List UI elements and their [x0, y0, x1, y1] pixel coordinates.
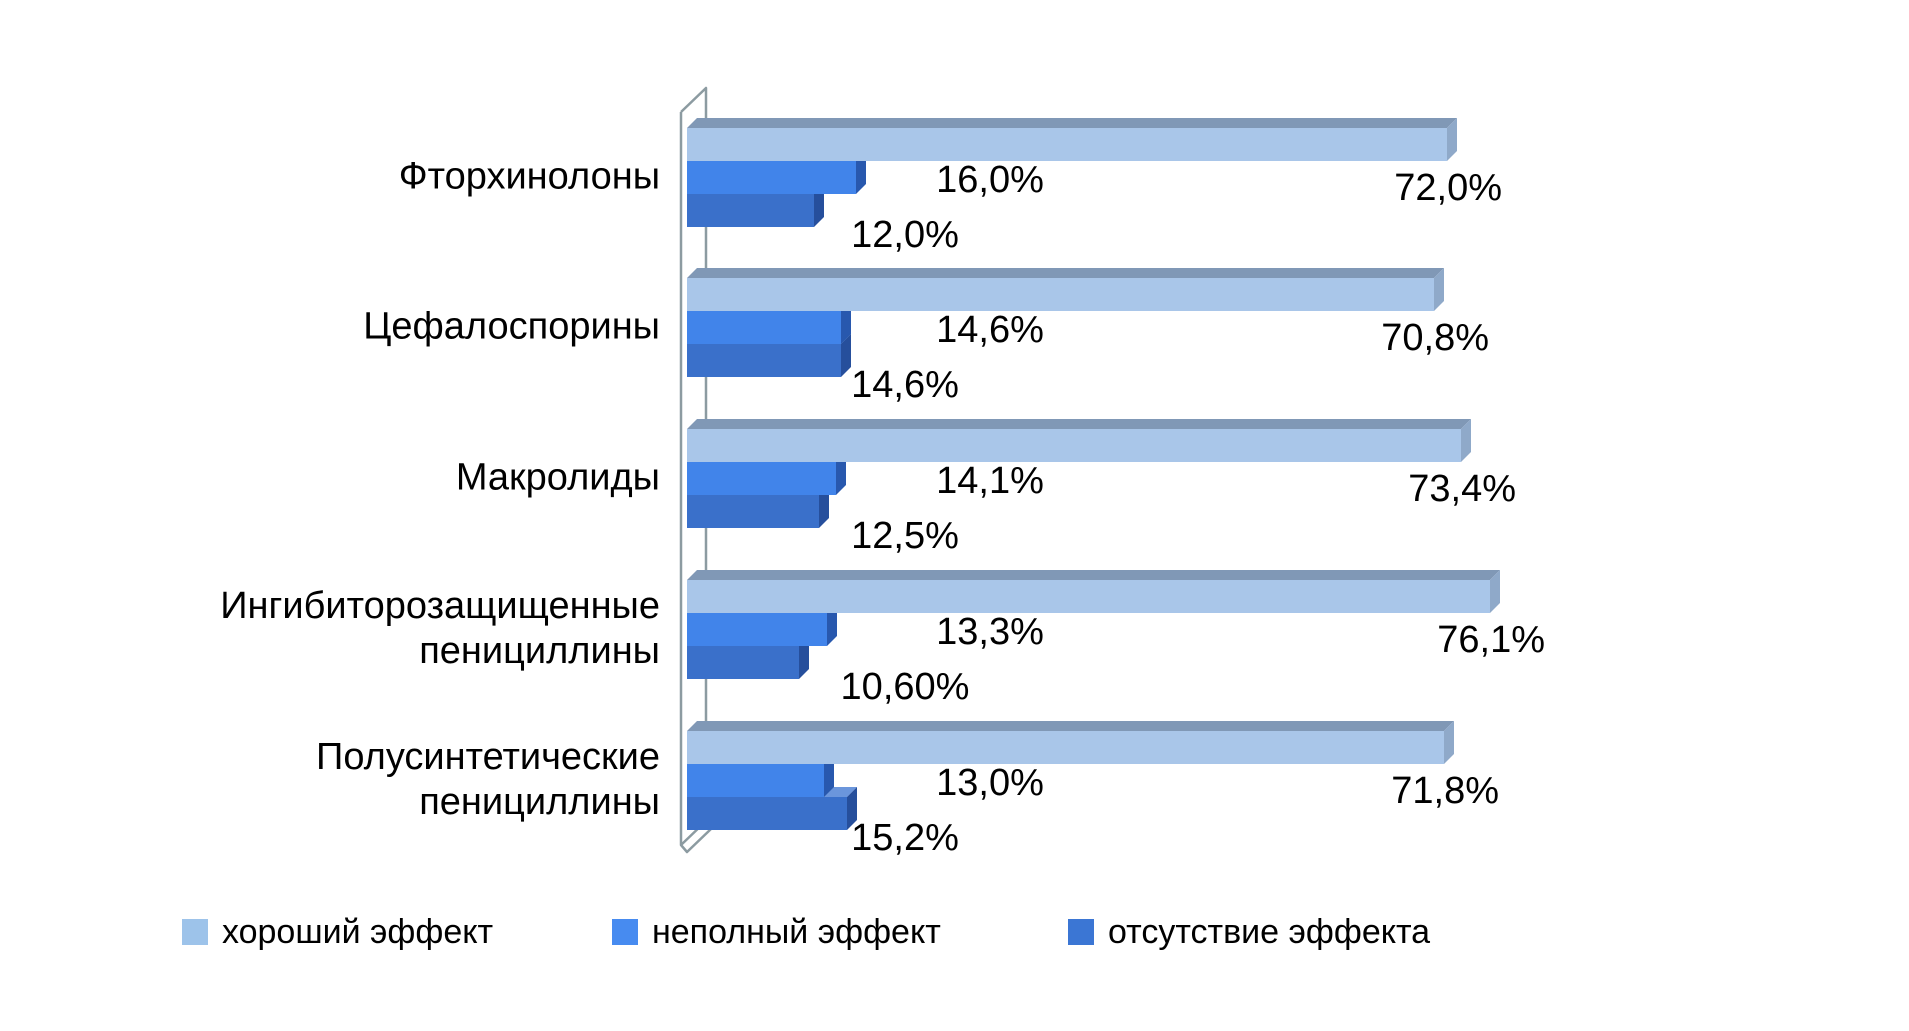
category-label-2: Макролиды [455, 456, 660, 499]
bar-no-effect-1-front-face [687, 344, 841, 377]
bar-good-effect-3-front-face [687, 580, 1490, 613]
bar-good-effect-1-front-face [687, 278, 1434, 311]
legend-label-0: хороший эффект [222, 912, 494, 951]
bar-partial-effect-3-front-face [687, 613, 827, 646]
data-label-good-effect-2: 73,4% [1408, 468, 1516, 510]
data-label-no-effect-1: 14,6% [851, 364, 959, 406]
data-label-no-effect-2: 12,5% [851, 515, 959, 557]
bar-partial-effect-2-front-face [687, 462, 836, 495]
legend-swatch-icon [1068, 919, 1094, 945]
bar-good-effect-3-side-face [1490, 570, 1500, 613]
bar-no-effect-2-front-face [687, 495, 819, 528]
bar-good-effect-2-front-face [687, 429, 1461, 462]
legend-swatch-icon [612, 919, 638, 945]
bar-no-effect-3-front-face [687, 646, 799, 679]
bar-no-effect-0-side-face [814, 184, 824, 227]
bar-good-effect-2-side-face [1461, 419, 1471, 462]
data-label-good-effect-1: 70,8% [1381, 317, 1489, 359]
data-label-partial-effect-0: 16,0% [936, 159, 1044, 201]
bar-good-effect-0-front-face [687, 128, 1447, 161]
bar-partial-effect-2-side-face [836, 452, 846, 495]
bar-partial-effect-1-front-face [687, 311, 841, 344]
data-label-partial-effect-2: 14,1% [936, 460, 1044, 502]
bar-partial-effect-4-side-face [824, 754, 834, 797]
bar-good-effect-0-side-face [1447, 118, 1457, 161]
legend-item-1: неполный эффект [612, 906, 941, 958]
bar-no-effect-2-side-face [819, 485, 829, 528]
legend-label-2: отсутствие эффекта [1108, 912, 1431, 951]
legend-swatch-icon [182, 919, 208, 945]
data-label-good-effect-3: 76,1% [1437, 619, 1545, 661]
legend-item-2: отсутствие эффекта [1068, 906, 1430, 958]
legend-label-1: неполный эффект [652, 912, 941, 951]
category-label-4: Полусинтетические пенициллины [316, 736, 660, 823]
bar-no-effect-4-front-face [687, 797, 847, 830]
category-label-0: Фторхинолоны [398, 155, 660, 198]
legend-item-0: хороший эффект [182, 906, 493, 958]
bar-no-effect-3-side-face [799, 636, 809, 679]
bar-good-effect-1-side-face [1434, 268, 1444, 311]
category-label-3: Ингибиторозащищенные пенициллины [220, 585, 660, 672]
bar-good-effect-4-front-face [687, 731, 1444, 764]
bar-partial-effect-0-side-face [856, 151, 866, 194]
bar-partial-effect-4-front-face [687, 764, 824, 797]
data-label-partial-effect-4: 13,0% [936, 762, 1044, 804]
bar-good-effect-1-top-face [687, 268, 1444, 278]
data-label-partial-effect-3: 13,3% [936, 611, 1044, 653]
bar-no-effect-4-side-face [847, 787, 857, 830]
bar-good-effect-4-side-face [1444, 721, 1454, 764]
chart-legend: хороший эффект неполный эффект отсутствие … [0, 906, 1909, 966]
bar-good-effect-0-top-face [687, 118, 1457, 128]
bar-good-effect-4-top-face [687, 721, 1454, 731]
bar-partial-effect-1-side-face [841, 301, 851, 344]
bar-good-effect-3-top-face [687, 570, 1500, 580]
bar-partial-effect-3-side-face [827, 603, 837, 646]
bar-partial-effect-0-front-face [687, 161, 856, 194]
category-label-1: Цефалоспорины [363, 305, 660, 348]
data-label-no-effect-4: 15,2% [851, 817, 959, 859]
data-label-no-effect-0: 12,0% [851, 214, 959, 256]
bar-no-effect-1-side-face [841, 334, 851, 377]
data-label-good-effect-4: 71,8% [1391, 770, 1499, 812]
data-label-no-effect-3: 10,60% [840, 666, 970, 708]
bar-no-effect-0-front-face [687, 194, 814, 227]
bar-good-effect-2-top-face [687, 419, 1471, 429]
data-label-partial-effect-1: 14,6% [936, 309, 1044, 351]
data-label-good-effect-0: 72,0% [1394, 167, 1502, 209]
